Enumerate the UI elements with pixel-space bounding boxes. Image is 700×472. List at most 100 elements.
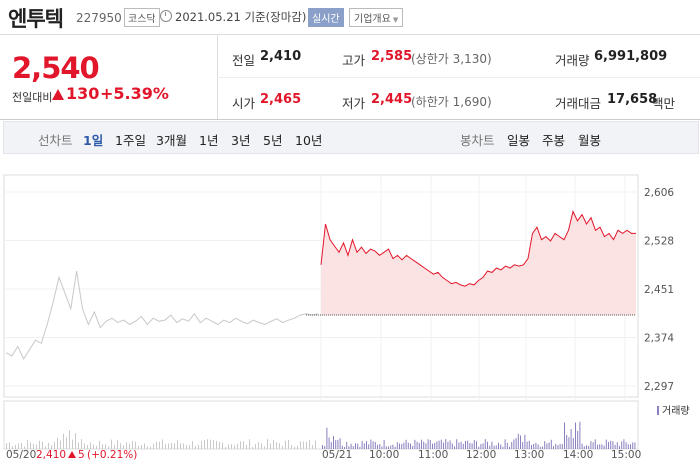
volume-bar [150,446,151,449]
volume-bar [412,446,414,449]
amount-value: 17,658 [607,92,658,107]
line-chart-label: 선차트 [38,133,73,148]
volume-bar [348,446,350,449]
company-info-dropdown[interactable]: 기업개요 ▼ [349,8,404,27]
volume-bar [66,437,67,449]
volume-bar [570,429,572,449]
low-value: 2,445 [371,92,413,107]
volume-bar [414,439,416,449]
volume-bar [535,442,537,449]
x-tick-label: 12:00 [466,449,496,461]
volume-bar [489,445,491,449]
volume-bar [309,440,310,449]
upper-limit: (상한가 3,130) [411,52,492,66]
volume-bar [144,443,145,449]
volume-bar [171,443,172,449]
volume-bar [594,439,596,449]
price-panel [0,35,700,120]
volume-bar [350,443,352,449]
volume-bar [132,440,133,449]
candle-monthly[interactable]: 월봉 [578,133,602,148]
today-price-line [320,210,636,287]
volume-bar [632,442,634,449]
volume-bar [306,441,307,449]
volume-bar [539,446,541,449]
volume-bar [204,440,205,449]
period-1y[interactable]: 1년 [199,133,219,148]
volume-bar [506,442,508,449]
volume-bar [555,443,557,449]
volume-bar [285,440,286,449]
prev-day-change-pct: (+0.21%) [87,449,137,461]
volume-bar [225,446,226,449]
period-1w[interactable]: 1주일 [115,133,146,148]
volume-bar [548,442,550,449]
volume-bar [60,440,61,449]
company-info-label: 기업개요 [354,14,391,25]
period-3m[interactable]: 3개월 [156,133,187,148]
volume-bar [614,444,616,449]
volume-bar [630,444,631,449]
prev-close-label: 전일 [232,53,256,68]
volume-bar [162,439,163,449]
volume-bar [42,441,43,449]
period-5y[interactable]: 5년 [263,133,283,148]
up-triangle-icon [52,89,64,100]
y-tick-label: 2,528 [644,236,674,248]
volume-bar [495,445,497,449]
lower-limit: (하한가 1,690) [411,95,492,109]
volume-bar [522,442,524,449]
prev-day-change: 5 [78,449,85,461]
volume-label: 거래량 [555,53,590,68]
volume-bar [54,441,55,449]
volume-bar [478,446,480,449]
volume-bar [273,440,274,449]
volume-bar [502,446,504,449]
volume-bar [553,446,554,449]
volume-bar [612,441,614,449]
volume-bar [586,445,587,449]
volume-bar [291,444,292,449]
volume-bar [102,444,103,449]
volume-bar [282,446,283,449]
volume-bar [484,439,486,449]
volume-bar [469,443,471,449]
volume-bar [454,446,455,449]
volume-bar [231,444,232,449]
volume-bar [344,447,345,449]
candle-daily[interactable]: 일봉 [507,133,531,148]
volume-bar [533,443,535,449]
realtime-button[interactable]: 실시간 [308,8,344,27]
volume-bar [394,446,396,449]
volume-bar [87,445,88,449]
volume-bar [135,441,136,449]
x-tick-label: 05/21 [322,449,352,461]
volume-bar [546,443,548,449]
volume-bar [147,446,148,449]
volume-bar [605,439,607,449]
volume-bar [27,440,28,449]
volume-bar [491,441,493,449]
volume-bar [438,440,440,449]
volume-bar [599,444,601,449]
compare-label: 전일대비 [12,91,53,104]
period-1d[interactable]: 1일 [83,133,104,148]
volume-bar [126,442,127,449]
volume-bar [392,444,394,449]
volume-bar [561,443,563,449]
volume-bar [180,443,181,449]
divider [217,77,700,78]
high-value: 2,585 [371,49,413,64]
volume-bar [189,445,190,449]
volume-bar [234,445,235,449]
market-badge: 코스닥 [124,8,160,27]
period-10y[interactable]: 10년 [295,133,323,148]
volume-bar [279,443,280,449]
volume-bar [482,443,484,449]
candle-weekly[interactable]: 주봉 [542,133,566,148]
period-3y[interactable]: 3년 [231,133,251,148]
volume-bar [15,445,16,449]
price-chart[interactable]: 2,606 2,528 2,451 2,374 2,297 거래량 05/21 10:00… [0,160,700,472]
volume-bar [352,446,354,449]
volume-bar [616,442,618,449]
